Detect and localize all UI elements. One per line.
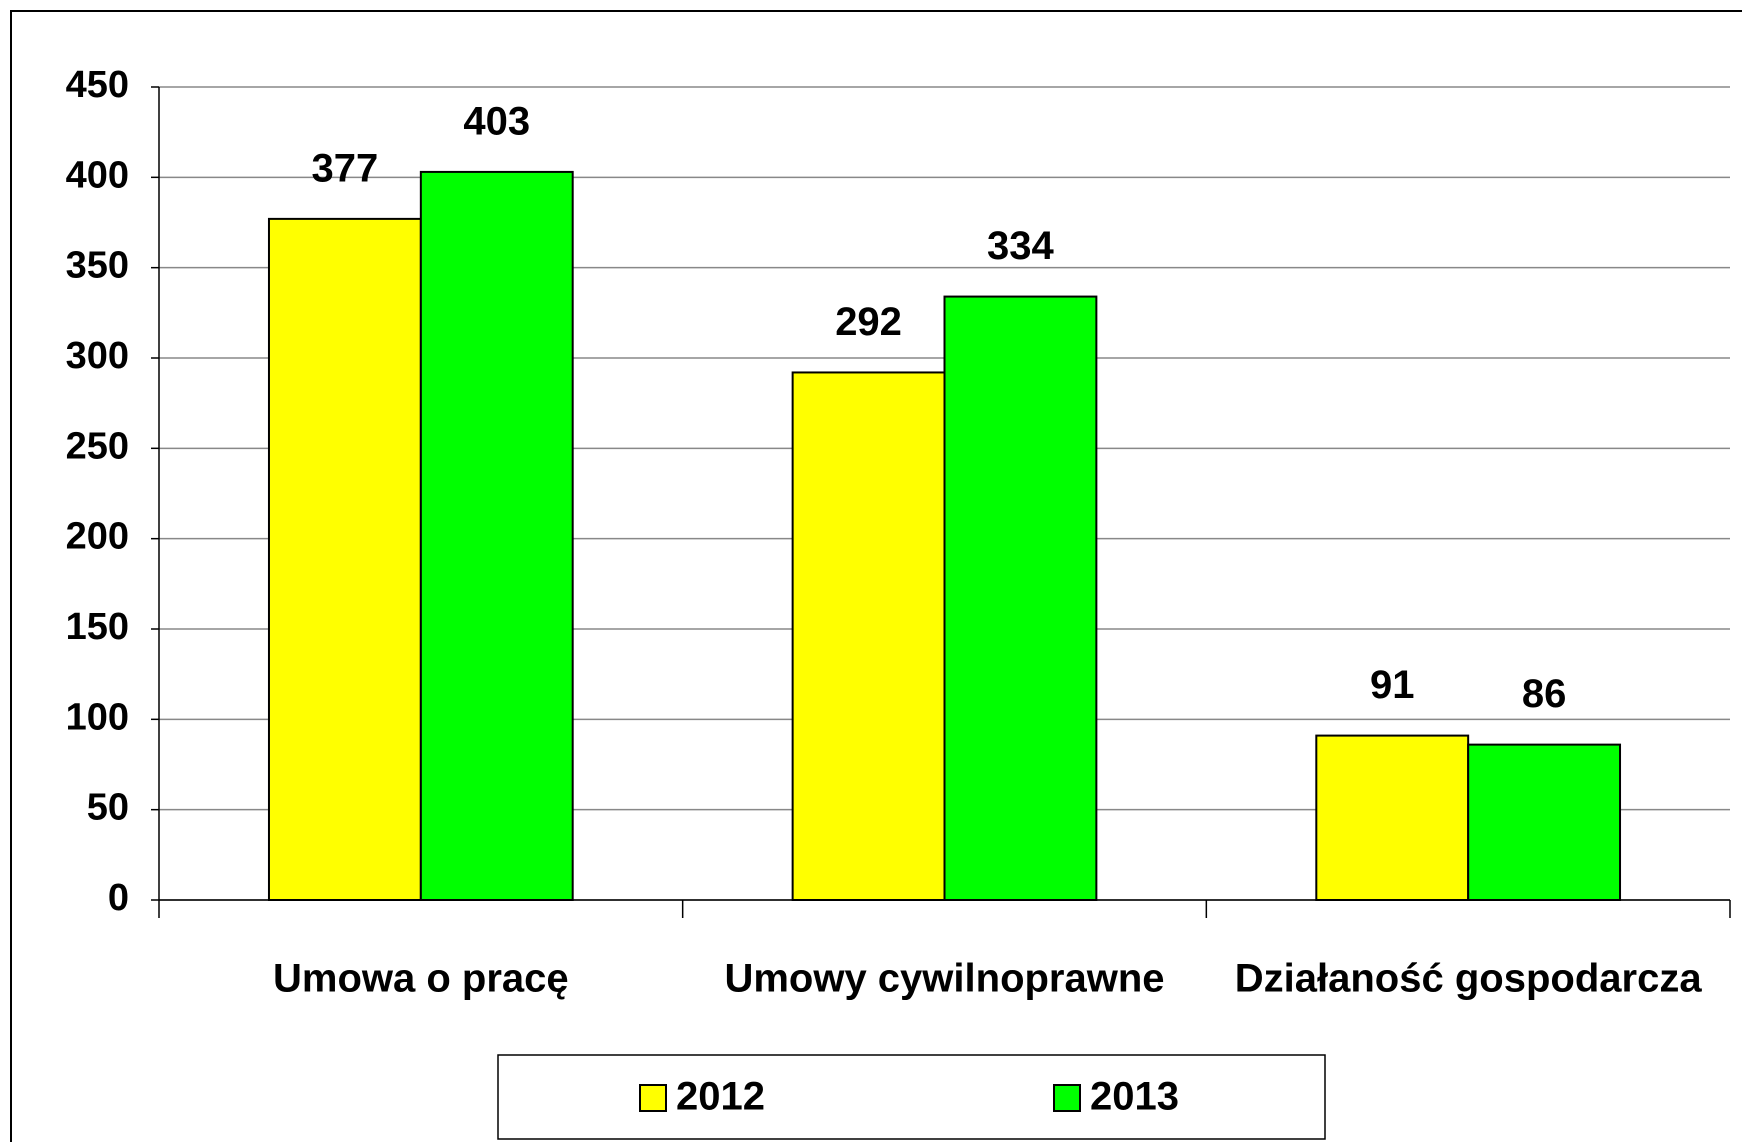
bar bbox=[1315, 734, 1470, 901]
y-tick-label: 50 bbox=[87, 787, 129, 829]
x-tick-label: Umowa o pracę bbox=[273, 957, 569, 1001]
legend-label: 2012 bbox=[676, 1075, 765, 1119]
legend-label: 2013 bbox=[1090, 1075, 1179, 1119]
bar bbox=[419, 170, 574, 901]
y-tick-label: 250 bbox=[66, 425, 129, 467]
data-label: 334 bbox=[987, 224, 1054, 268]
y-tick-label: 400 bbox=[66, 154, 129, 196]
bar bbox=[943, 295, 1098, 902]
data-label: 292 bbox=[835, 300, 902, 344]
y-tick-label: 150 bbox=[66, 606, 129, 648]
legend-box bbox=[497, 1054, 1326, 1140]
bar bbox=[267, 217, 422, 902]
legend-swatch bbox=[639, 1084, 667, 1112]
y-tick-label: 350 bbox=[66, 245, 129, 287]
bar bbox=[1467, 743, 1622, 901]
data-label: 403 bbox=[463, 99, 530, 143]
y-tick-label: 300 bbox=[66, 335, 129, 377]
y-tick-label: 100 bbox=[66, 696, 129, 738]
bar bbox=[791, 371, 946, 902]
y-tick-label: 450 bbox=[66, 64, 129, 106]
y-tick-label: 200 bbox=[66, 516, 129, 558]
data-label: 377 bbox=[312, 146, 379, 190]
x-tick-label: Umowy cywilnoprawne bbox=[724, 957, 1164, 1001]
data-label: 91 bbox=[1370, 663, 1415, 707]
x-tick-label: Działaność gospodarcza bbox=[1235, 957, 1703, 1001]
y-tick-label: 0 bbox=[108, 877, 129, 919]
data-label: 86 bbox=[1522, 672, 1567, 716]
legend-swatch bbox=[1053, 1084, 1081, 1112]
